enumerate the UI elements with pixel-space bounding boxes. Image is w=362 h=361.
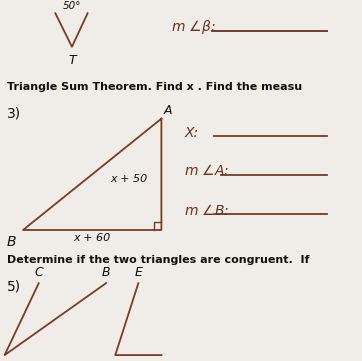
Text: x + 50: x + 50 (111, 174, 148, 184)
Text: 50°: 50° (63, 1, 81, 11)
Text: Determine if the two triangles are congruent.  If: Determine if the two triangles are congr… (7, 255, 310, 265)
Text: A: A (164, 104, 173, 117)
Text: B: B (7, 235, 16, 249)
Text: C: C (34, 266, 43, 279)
Text: m $\angle$$\beta$:: m $\angle$$\beta$: (171, 18, 215, 36)
Text: E: E (134, 266, 142, 279)
Text: B: B (102, 266, 110, 279)
Text: m $\angle$A:: m $\angle$A: (185, 164, 230, 178)
Text: 3): 3) (7, 107, 21, 121)
Text: T: T (68, 54, 76, 67)
Text: m $\angle$B:: m $\angle$B: (185, 203, 230, 218)
Text: X:: X: (185, 126, 199, 140)
Text: Triangle Sum Theorem. Find x . Find the measu: Triangle Sum Theorem. Find x . Find the … (7, 82, 303, 92)
Text: x + 60: x + 60 (74, 233, 111, 243)
Text: 5): 5) (7, 279, 21, 293)
